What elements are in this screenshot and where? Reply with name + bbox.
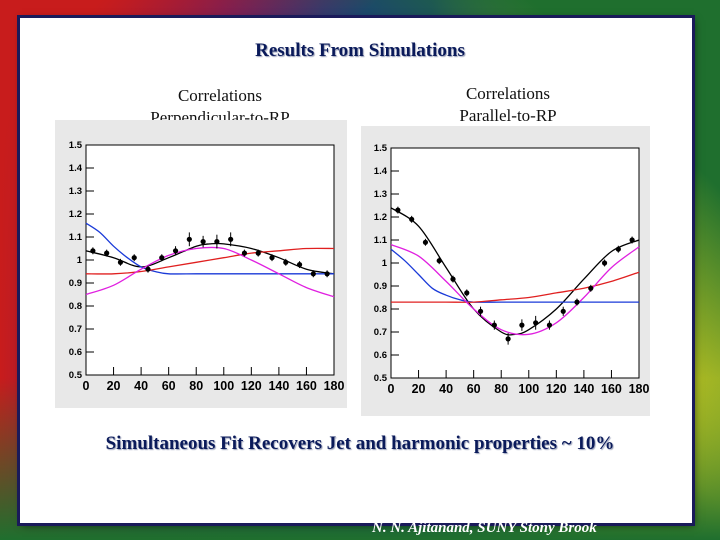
data-point-17 — [324, 271, 330, 277]
y-tick-label-0: 0.5 — [374, 373, 388, 384]
y-tick-label-5: 1 — [77, 255, 83, 266]
series-line-harmonic2 — [390, 243, 640, 336]
y-tick-label-8: 1.3 — [374, 189, 387, 200]
chart-left-title-line-1: Correlations — [177, 86, 263, 105]
y-tick-label-8: 1.3 — [69, 186, 82, 197]
data-point-1 — [104, 250, 110, 256]
y-tick-label-1: 0.6 — [374, 350, 387, 361]
data-point-5 — [464, 290, 470, 296]
y-tick-label-7: 1.2 — [69, 209, 82, 220]
chart-right-title: Correlations Parallel-to-RP — [418, 83, 598, 127]
data-point-10 — [228, 236, 234, 242]
author-credit: N. N. Ajitanand, SUNY Stony Brook — [372, 520, 597, 536]
series-line-jet — [85, 222, 335, 275]
data-point-9 — [519, 322, 525, 328]
series-line-harmonic2 — [85, 246, 335, 298]
data-point-9 — [214, 239, 220, 245]
data-point-16 — [615, 246, 621, 252]
x-tick-label-6: 120 — [546, 382, 567, 396]
data-point-16 — [310, 271, 316, 277]
x-tick-label-0: 0 — [83, 379, 90, 393]
x-tick-label-8: 160 — [296, 379, 317, 393]
data-point-15 — [601, 260, 608, 266]
x-tick-label-7: 140 — [573, 382, 594, 396]
data-point-8 — [505, 336, 511, 342]
x-tick-label-5: 100 — [518, 382, 539, 396]
data-point-0 — [395, 207, 401, 213]
data-point-8 — [200, 239, 206, 245]
data-point-11 — [546, 322, 553, 328]
y-tick-label-3: 0.8 — [69, 301, 82, 312]
data-point-3 — [131, 255, 137, 261]
slide-caption: Simultaneous Fit Recovers Jet and harmon… — [105, 433, 615, 454]
chart-parallel: 0.5 0.6 0.7 0.8 0.9 1 1.1 1.2 1.3 1.4 1.5 0 20 40 60 80… — [374, 143, 650, 396]
y-tick-label-10: 1.5 — [69, 140, 83, 151]
x-tick-label-8: 160 — [601, 382, 622, 396]
data-point-15 — [296, 262, 303, 268]
y-tick-label-4: 0.9 — [374, 281, 387, 292]
data-point-17 — [629, 237, 635, 243]
y-tick-label-7: 1.2 — [374, 212, 387, 223]
data-point-13 — [574, 299, 580, 305]
data-point-12 — [560, 308, 566, 314]
data-point-7 — [491, 322, 497, 328]
y-tick-label-6: 1.1 — [374, 235, 388, 246]
x-tick-label-9: 180 — [629, 382, 650, 396]
data-point-13 — [269, 255, 275, 261]
data-point-6 — [172, 248, 179, 254]
y-tick-label-6: 1.1 — [69, 232, 83, 243]
data-point-4 — [450, 276, 456, 282]
x-tick-label-3: 60 — [162, 379, 176, 393]
x-tick-label-4: 80 — [189, 379, 203, 393]
x-tick-label-6: 120 — [241, 379, 262, 393]
chart-right-title-line-1: Correlations — [465, 84, 551, 103]
y-tick-label-4: 0.9 — [69, 278, 82, 289]
x-tick-label-2: 40 — [134, 379, 148, 393]
x-tick-label-9: 180 — [324, 379, 345, 393]
data-point-14 — [588, 285, 594, 291]
x-tick-label-5: 100 — [213, 379, 234, 393]
slide-title: Results From Simulations — [255, 40, 465, 61]
x-tick-label-2: 40 — [439, 382, 453, 396]
x-tick-label-4: 80 — [494, 382, 508, 396]
y-tick-label-9: 1.4 — [374, 166, 388, 177]
x-tick-label-1: 20 — [107, 379, 121, 393]
x-tick-label-1: 20 — [412, 382, 426, 396]
plot-frame — [390, 147, 640, 379]
y-tick-label-5: 1 — [382, 258, 388, 269]
y-tick-label-9: 1.4 — [69, 163, 83, 174]
y-tick-label-3: 0.8 — [374, 304, 387, 315]
x-tick-label-7: 140 — [268, 379, 289, 393]
data-point-3 — [436, 258, 442, 264]
data-point-10 — [533, 320, 539, 326]
y-tick-label-10: 1.5 — [374, 143, 388, 154]
y-tick-label-2: 0.7 — [374, 327, 387, 338]
data-point-5 — [159, 255, 165, 261]
y-tick-label-1: 0.6 — [69, 347, 82, 358]
chart-perpendicular: 0.5 0.6 0.7 0.8 0.9 1 1.1 1.2 1.3 1.4 1.5 0 20 40 60 80… — [69, 140, 345, 393]
data-point-4 — [145, 266, 151, 272]
data-point-7 — [186, 236, 192, 242]
data-point-0 — [90, 248, 96, 254]
data-point-2 — [117, 259, 124, 265]
chart-right-title-line-2: Parallel-to-RP — [459, 106, 557, 125]
y-tick-label-2: 0.7 — [69, 324, 82, 335]
data-point-1 — [409, 216, 415, 222]
data-point-2 — [422, 239, 429, 245]
x-tick-label-3: 60 — [467, 382, 481, 396]
series-line-harmonic — [85, 247, 335, 275]
data-point-11 — [241, 250, 248, 256]
y-tick-label-0: 0.5 — [69, 370, 83, 381]
data-point-12 — [255, 250, 261, 256]
data-point-6 — [477, 308, 484, 314]
data-point-14 — [283, 259, 289, 265]
series-line-harmonic — [390, 271, 640, 303]
series-line-jet — [390, 248, 639, 303]
x-tick-label-0: 0 — [388, 382, 395, 396]
